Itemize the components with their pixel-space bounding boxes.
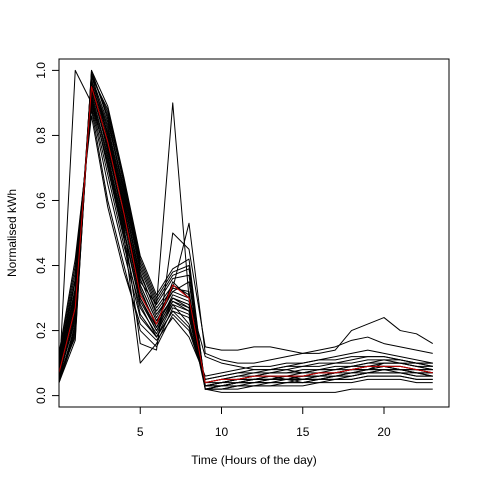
y-axis-title: Normalised kWh: [5, 189, 19, 277]
y-tick-label-3: 0.6: [34, 192, 48, 209]
mean-line: [58, 86, 433, 384]
x-tick-label-20: 20: [377, 425, 391, 439]
mean-line-group: [58, 86, 433, 384]
y-tick-label-2: 0.4: [34, 257, 48, 274]
plot-frame: [58, 58, 450, 408]
x-tick-label-15: 15: [296, 425, 310, 439]
series-line-22: [58, 82, 433, 377]
series-line-15: [58, 76, 433, 390]
x-tick-label-5: 5: [137, 425, 144, 439]
series-line-20: [58, 73, 433, 387]
x-tick-label-10: 10: [215, 425, 229, 439]
series-line-23: [58, 89, 433, 387]
series-line-4: [58, 95, 433, 384]
y-tick-label-5: 1.0: [34, 62, 48, 79]
series-line-24: [58, 69, 433, 390]
series-line-13: [58, 82, 433, 380]
y-tick-label-4: 0.8: [34, 127, 48, 144]
x-axis-title: Time (Hours of the day): [191, 453, 317, 467]
series-line-19: [58, 99, 433, 393]
y-tick-label-0: 0.0: [34, 387, 48, 404]
series-line-25: [58, 105, 433, 380]
y-tick-label-1: 0.2: [34, 322, 48, 339]
series-line-10: [58, 92, 434, 367]
x-axis: 5 10 15 20: [137, 407, 391, 439]
series-line-17: [58, 79, 433, 387]
series-line-12: [58, 102, 433, 384]
y-axis: 0.0 0.2 0.4 0.6 0.8 1.0: [34, 62, 59, 404]
